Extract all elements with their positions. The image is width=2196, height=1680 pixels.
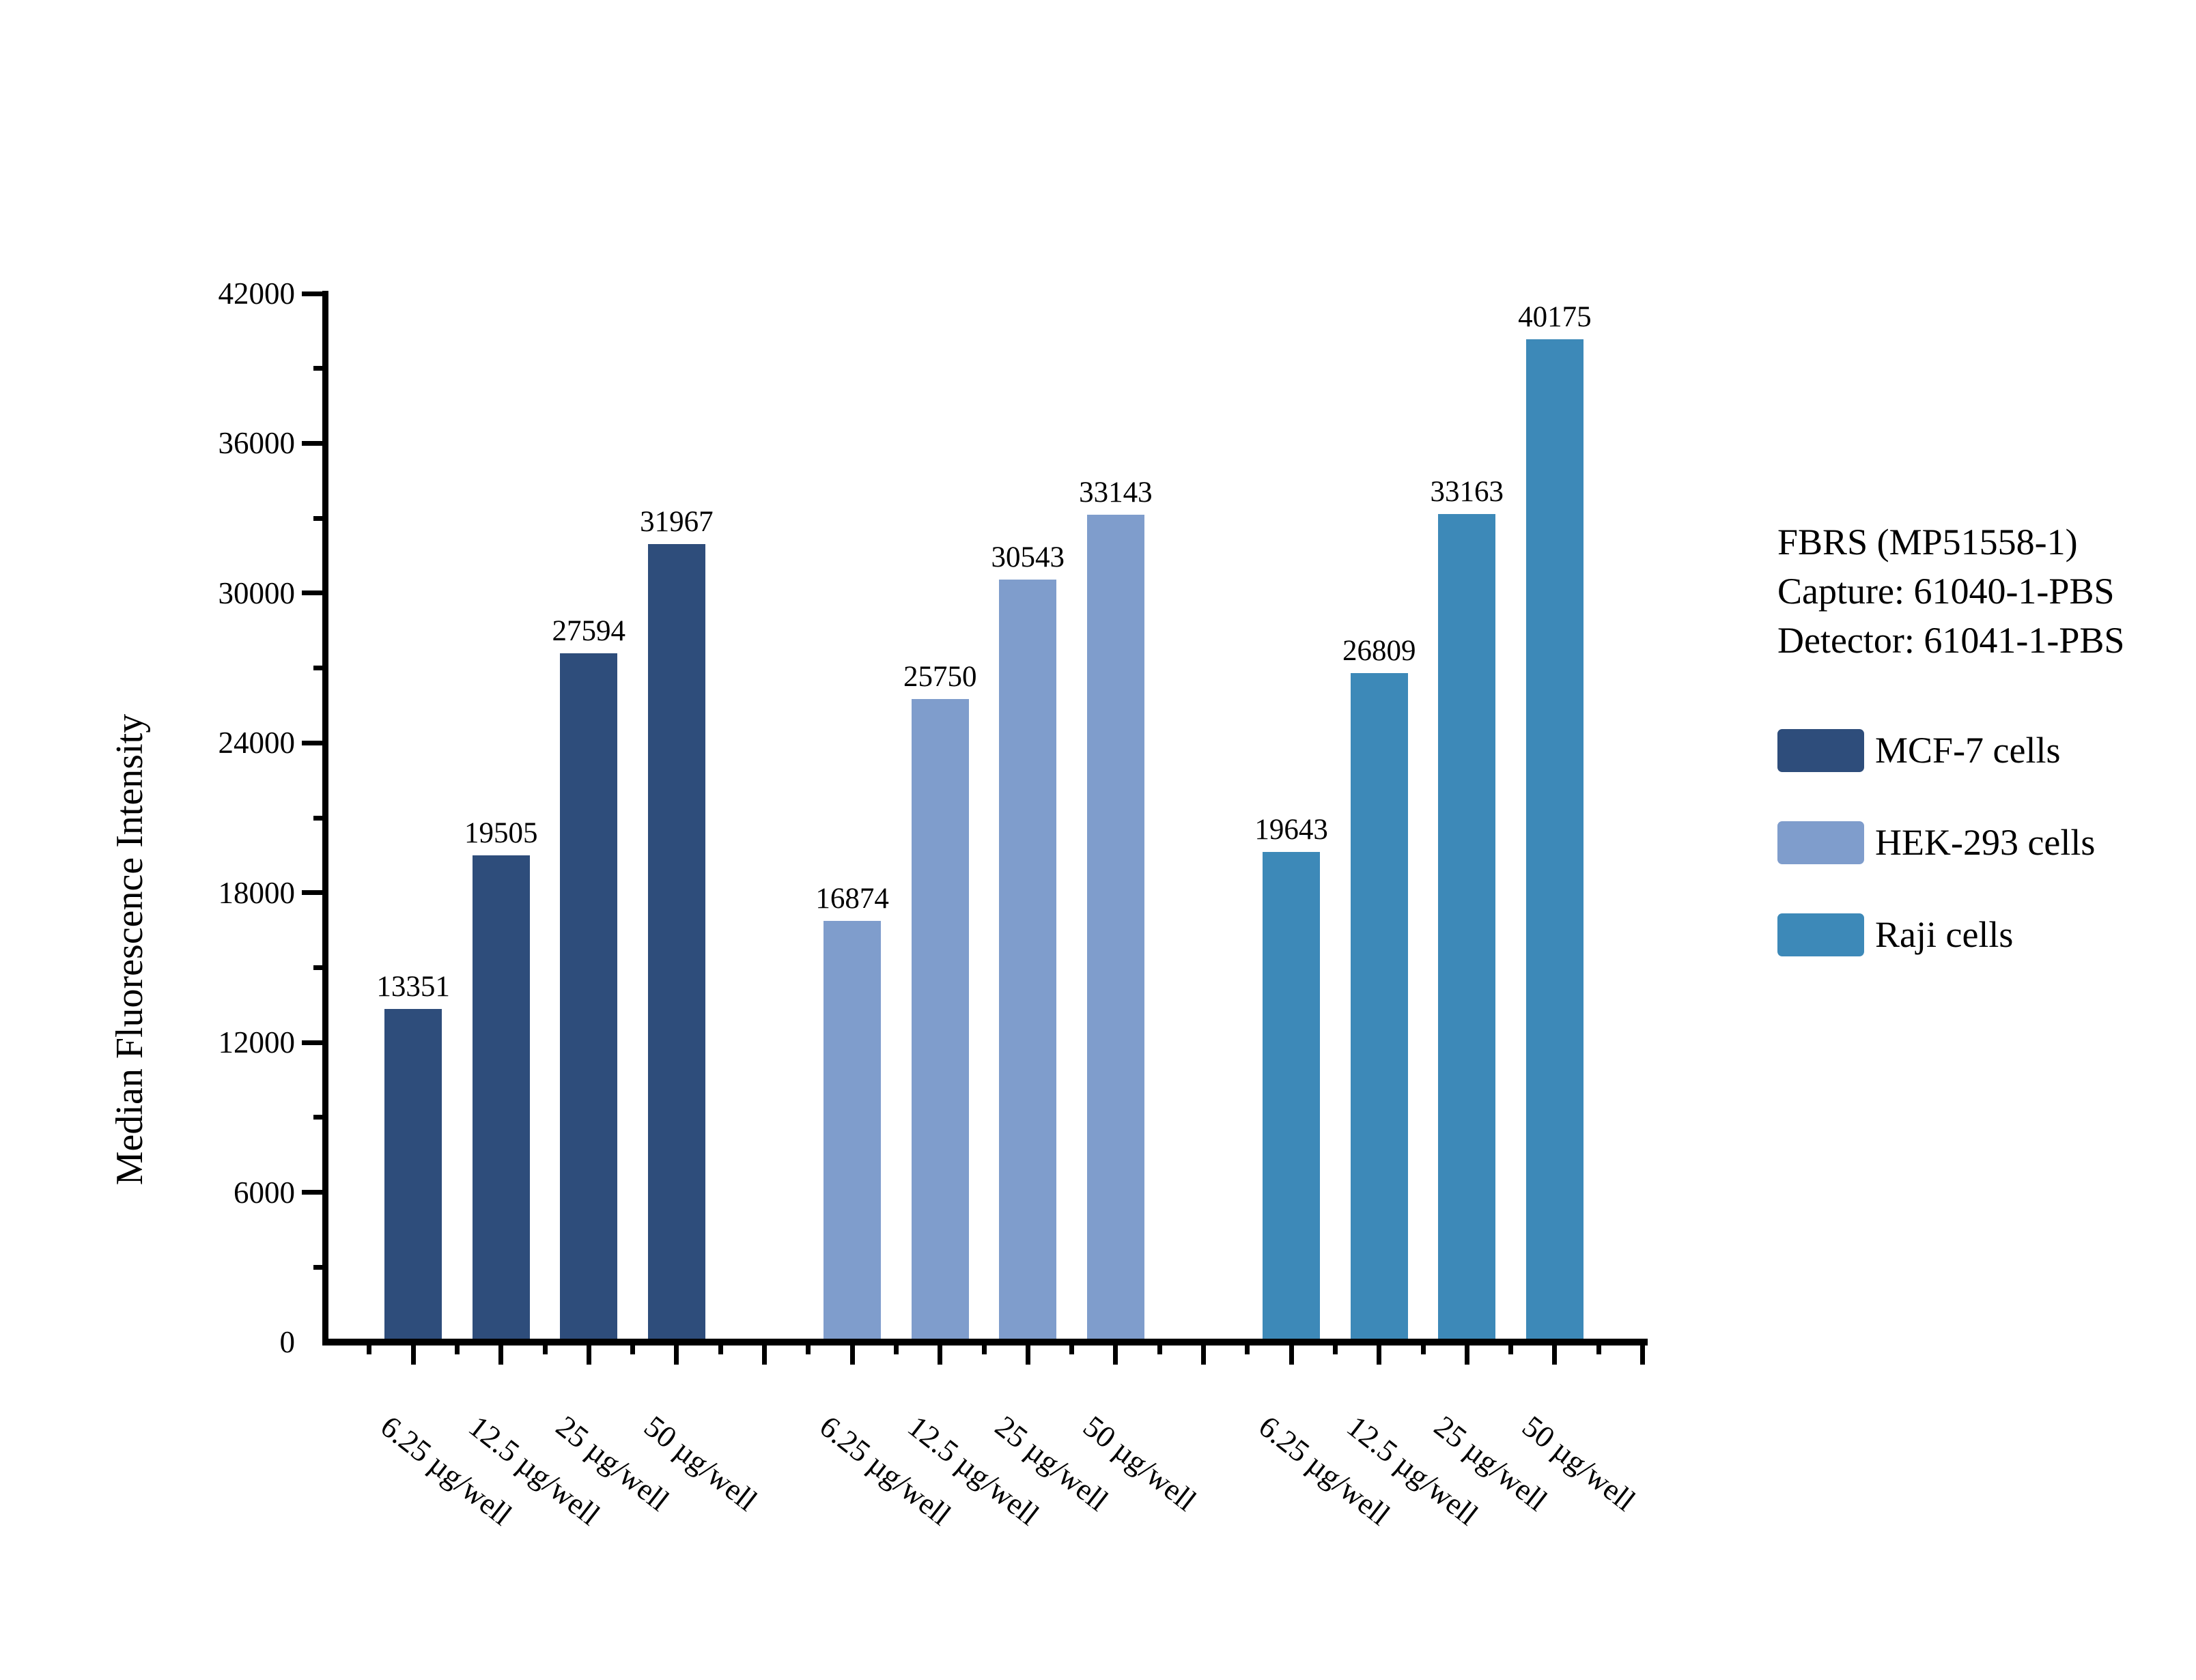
legend-label-mcf7: MCF-7 cells bbox=[1875, 730, 2061, 771]
x-minor-tick bbox=[367, 1346, 372, 1354]
legend-item-mcf7: MCF-7 cells bbox=[1777, 729, 2095, 772]
y-minor-tick bbox=[313, 366, 322, 371]
bar-value-label: 40175 bbox=[1518, 300, 1592, 333]
y-major-tick bbox=[302, 1040, 322, 1045]
x-minor-tick bbox=[981, 1346, 987, 1354]
x-major-tick bbox=[1640, 1346, 1645, 1365]
bar-mcf-7-12.5 µg/well bbox=[472, 855, 530, 1339]
legend-swatch-hek293 bbox=[1777, 821, 1864, 864]
bar-raji-12.5 µg/well bbox=[1350, 672, 1408, 1339]
x-major-tick bbox=[1552, 1346, 1558, 1365]
y-major-tick bbox=[302, 890, 322, 896]
x-major-tick bbox=[1289, 1346, 1294, 1365]
y-tick-label: 0 bbox=[279, 1325, 296, 1359]
legend-title-line-2: Capture: 61040-1-PBS bbox=[1777, 571, 2115, 612]
bar-value-label: 31967 bbox=[640, 505, 714, 538]
x-axis-line bbox=[322, 1339, 1648, 1346]
y-major-tick bbox=[302, 1190, 322, 1195]
bar-value-label: 25750 bbox=[903, 661, 977, 694]
x-major-tick bbox=[1464, 1346, 1469, 1365]
y-axis-line bbox=[322, 291, 328, 1346]
x-major-tick bbox=[1025, 1346, 1030, 1365]
bar-hek-293-12.5 µg/well bbox=[911, 699, 969, 1339]
bar-value-label: 33163 bbox=[1430, 476, 1504, 509]
bar-mcf-7-6.25 µg/well bbox=[384, 1008, 442, 1339]
bar-hek-293-25 µg/well bbox=[999, 579, 1057, 1339]
x-minor-tick bbox=[718, 1346, 723, 1354]
legend-title-line-1: FBRS (MP51558-1) bbox=[1777, 522, 2078, 563]
x-major-tick bbox=[674, 1346, 679, 1365]
y-tick-label: 24000 bbox=[218, 726, 296, 760]
x-major-tick bbox=[410, 1346, 416, 1365]
y-minor-tick bbox=[313, 1115, 322, 1120]
bar-hek-293-50 µg/well bbox=[1086, 514, 1144, 1339]
x-minor-tick bbox=[542, 1346, 548, 1354]
x-minor-tick bbox=[1157, 1346, 1162, 1354]
x-minor-tick bbox=[893, 1346, 899, 1354]
bar-value-label: 13351 bbox=[376, 970, 450, 1003]
bar-mcf-7-25 µg/well bbox=[560, 653, 618, 1339]
bar-value-label: 33143 bbox=[1079, 476, 1153, 509]
bar-value-label: 30543 bbox=[991, 541, 1065, 573]
bar-raji-50 µg/well bbox=[1525, 339, 1583, 1339]
x-major-tick bbox=[849, 1346, 855, 1365]
x-minor-tick bbox=[806, 1346, 811, 1354]
y-major-tick bbox=[302, 590, 322, 596]
legend-title-line-3: Detector: 61041-1-PBS bbox=[1777, 620, 2125, 661]
y-major-tick bbox=[302, 740, 322, 745]
x-major-tick bbox=[1113, 1346, 1118, 1365]
x-minor-tick bbox=[1332, 1346, 1338, 1354]
x-major-tick bbox=[762, 1346, 767, 1365]
bar-value-label: 19505 bbox=[464, 816, 538, 849]
y-major-tick bbox=[302, 291, 322, 296]
legend-label-raji: Raji cells bbox=[1875, 914, 2014, 955]
x-minor-tick bbox=[1245, 1346, 1250, 1354]
bar-value-label: 16874 bbox=[815, 882, 889, 915]
x-minor-tick bbox=[1508, 1346, 1514, 1354]
legend-label-hek293: HEK-293 cells bbox=[1875, 822, 2096, 863]
x-minor-tick bbox=[1420, 1346, 1426, 1354]
x-minor-tick bbox=[630, 1346, 636, 1354]
y-tick-label: 42000 bbox=[218, 276, 296, 311]
legend-item-raji: Raji cells bbox=[1777, 913, 2095, 956]
x-major-tick bbox=[498, 1346, 504, 1365]
x-major-tick bbox=[938, 1346, 943, 1365]
bar-value-label: 26809 bbox=[1342, 634, 1416, 667]
y-tick-label: 30000 bbox=[218, 575, 296, 610]
legend-item-list: MCF-7 cells HEK-293 cells Raji cells bbox=[1777, 729, 2095, 1006]
y-minor-tick bbox=[313, 965, 322, 970]
x-minor-tick bbox=[1596, 1346, 1601, 1354]
x-major-tick bbox=[586, 1346, 591, 1365]
legend-title: FBRS (MP51558-1) Capture: 61040-1-PBS De… bbox=[1777, 517, 2187, 665]
x-minor-tick bbox=[454, 1346, 460, 1354]
bar-value-label: 19643 bbox=[1254, 813, 1328, 846]
legend-item-hek293: HEK-293 cells bbox=[1777, 821, 2095, 864]
bar-value-label: 27594 bbox=[552, 614, 626, 647]
legend-swatch-raji bbox=[1777, 913, 1864, 956]
x-major-tick bbox=[1377, 1346, 1382, 1365]
bar-raji-25 µg/well bbox=[1438, 514, 1496, 1339]
y-minor-tick bbox=[313, 666, 322, 671]
bar-hek-293-6.25 µg/well bbox=[824, 920, 882, 1339]
legend: FBRS (MP51558-1) Capture: 61040-1-PBS De… bbox=[1777, 517, 2187, 956]
y-minor-tick bbox=[313, 815, 322, 821]
x-minor-tick bbox=[1069, 1346, 1075, 1354]
bar-raji-6.25 µg/well bbox=[1263, 851, 1321, 1339]
bar-mcf-7-50 µg/well bbox=[647, 543, 705, 1339]
y-tick-label: 18000 bbox=[218, 875, 296, 910]
y-tick-label: 36000 bbox=[218, 426, 296, 461]
y-minor-tick bbox=[313, 1264, 322, 1270]
y-tick-label: 12000 bbox=[218, 1025, 296, 1060]
y-minor-tick bbox=[313, 515, 322, 521]
x-major-tick bbox=[1201, 1346, 1206, 1365]
legend-swatch-mcf7 bbox=[1777, 729, 1864, 772]
y-tick-label: 6000 bbox=[234, 1175, 295, 1210]
y-major-tick bbox=[302, 440, 322, 446]
